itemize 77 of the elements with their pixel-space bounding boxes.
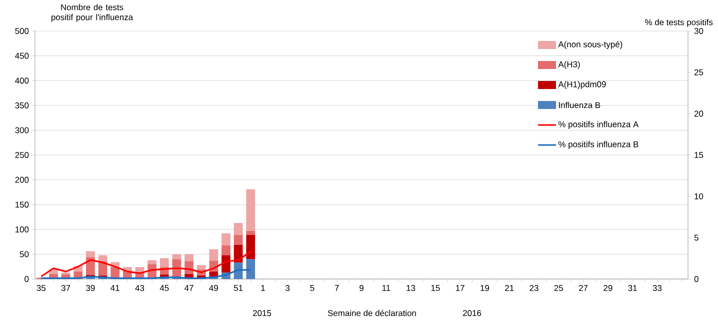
bar <box>234 234 243 245</box>
x-tick-label: 13 <box>406 285 416 292</box>
x-tick-label: 15 <box>431 285 440 291</box>
x-tick-label: 11 <box>382 285 390 291</box>
bar <box>148 260 156 264</box>
x-tick-label: 35 <box>36 285 46 292</box>
legend-label: Influenza B <box>558 102 600 108</box>
x-tick-label: 43 <box>135 285 144 292</box>
bar <box>172 254 182 260</box>
y-tick-label: 200 <box>15 176 29 183</box>
legend-label: A(H1)pdm09 <box>558 81 606 89</box>
y-tick-label: 50 <box>20 251 29 258</box>
x-tick-label: 9 <box>360 285 364 292</box>
y2-tick-label: 25 <box>694 69 704 76</box>
y-axis-title: Nombre de tests positif pour l'influenza <box>51 4 134 22</box>
x-tick-label: 37 <box>61 285 70 292</box>
x-tick-label: 5 <box>310 285 314 291</box>
x-tick-label: 45 <box>160 285 169 291</box>
legend-label: % positifs influenza B <box>558 141 638 149</box>
y-tick-label: 0 <box>24 276 29 282</box>
bar <box>246 189 256 231</box>
bar <box>209 272 218 277</box>
bar <box>246 259 256 279</box>
x-tick-label: 33 <box>652 285 662 292</box>
x-tick-label: 23 <box>530 285 538 292</box>
bar <box>222 245 230 256</box>
x-tick-label: 17 <box>456 285 464 291</box>
x-tick-label: 19 <box>480 285 490 292</box>
bar <box>184 274 194 278</box>
x-tick-label: 25 <box>554 285 563 292</box>
x-tick-label: 3 <box>286 285 290 292</box>
x-tick-label: 27 <box>578 285 588 291</box>
x-tick-label: 7 <box>334 285 339 291</box>
x-tick-label: 1 <box>261 285 265 291</box>
bar <box>222 255 230 273</box>
bar <box>98 255 108 262</box>
y-tick-label: 250 <box>15 152 29 158</box>
bar <box>86 257 95 276</box>
y-tick-label: 350 <box>15 102 29 108</box>
y2-tick-label: 15 <box>694 152 704 158</box>
bar <box>246 230 256 235</box>
bar <box>222 233 230 246</box>
bar <box>196 265 206 270</box>
y2-tick-label: 20 <box>694 110 704 117</box>
bar <box>184 254 194 262</box>
y2-tick-label: 5 <box>694 234 698 241</box>
x-tick-label: 39 <box>86 285 95 292</box>
y-tick-label: 100 <box>15 226 29 232</box>
y-tick-label: 450 <box>15 52 29 59</box>
y2-tick-label: 30 <box>694 28 704 34</box>
text: 2016 <box>463 310 482 316</box>
x-axis-title: Semaine de déclaration <box>328 310 416 316</box>
x-tick-label: 41 <box>110 285 120 291</box>
y-tick-label: 300 <box>15 127 29 134</box>
bar <box>135 267 144 272</box>
y2-axis-title: % de tests positifs <box>645 19 713 27</box>
legend-label: A(H3) <box>558 61 580 69</box>
bar <box>160 258 169 268</box>
bar <box>246 234 256 260</box>
bar <box>110 267 120 278</box>
y-tick-label: 150 <box>15 202 29 208</box>
bar <box>234 222 243 235</box>
y2-tick-label: 0 <box>694 276 698 282</box>
bar <box>86 251 95 258</box>
y2-tick-label: 10 <box>694 193 704 200</box>
bar <box>209 249 218 261</box>
x-tick-label: 29 <box>604 285 612 292</box>
x-tick-label: 21 <box>505 285 514 291</box>
x-tick-label: 51 <box>234 285 243 291</box>
text: 2015 <box>253 310 272 316</box>
y-tick-label: 500 <box>15 28 29 34</box>
x-tick-label: 31 <box>628 285 637 292</box>
legend-label: % positifs influenza A <box>558 121 639 129</box>
x-tick-label: 47 <box>184 285 194 291</box>
y-tick-label: 400 <box>15 78 29 84</box>
legend-label: A(non sous-typé) <box>558 41 622 49</box>
x-tick-label: 49 <box>209 285 218 292</box>
